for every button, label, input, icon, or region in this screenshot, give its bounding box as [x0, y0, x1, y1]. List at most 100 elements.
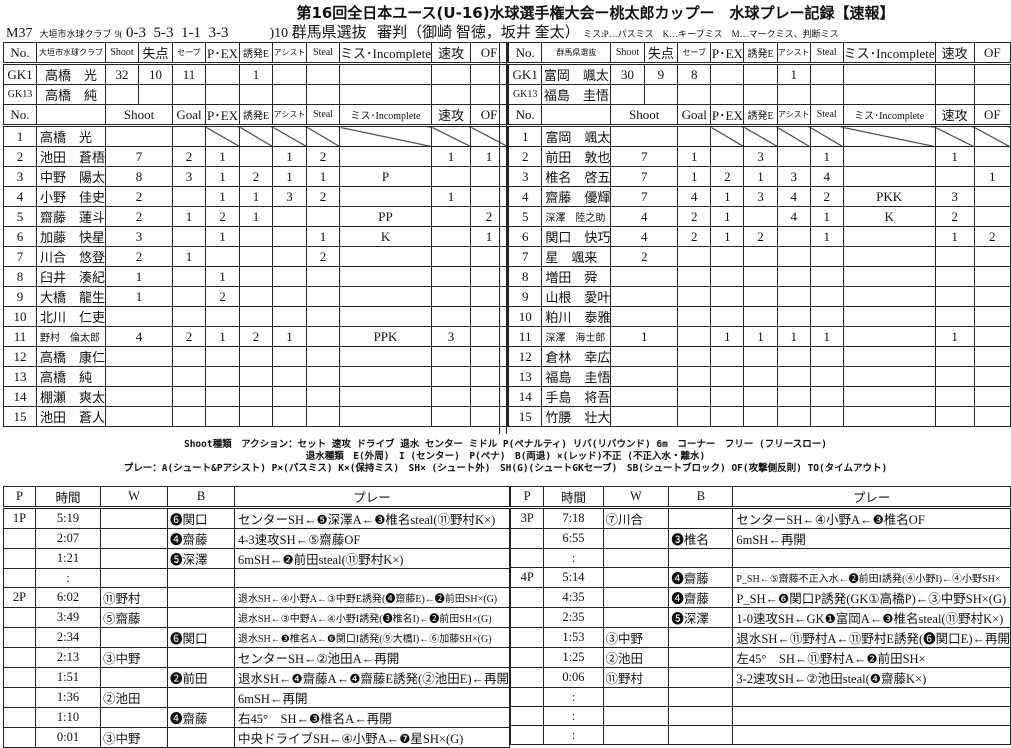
player-row: 4 小野 佳史 2 1 1 3 2 1	[3, 186, 508, 207]
period: 4P	[509, 567, 545, 588]
stat-cell	[973, 306, 1011, 327]
column-header: 群馬県選抜	[541, 42, 612, 65]
stat-cell: 2	[205, 206, 241, 227]
match-summary: M37 大垣市水球クラブ 9( 0-3 5-3 1-1 3-3 )10 群馬県選…	[6, 21, 839, 42]
stat-cell	[339, 306, 432, 327]
play-row: 3:49 ⑤齋藤 退水SH←③中野A←④小野I誘発(❸椎名I)←❷前田SH×(G)	[3, 607, 511, 628]
column-header: ミス･Incomplete	[842, 42, 936, 65]
stat-cell	[710, 406, 745, 427]
column-header: 大垣市水球クラブ	[35, 42, 107, 65]
blue-scorer: ❸椎名	[668, 528, 734, 549]
stat-cell: 1	[239, 206, 274, 227]
play-description: 退水SH←③中野A←④小野I誘発(❸椎名I)←❷前田SH×(G)	[233, 607, 511, 628]
stat-cell	[710, 366, 745, 387]
play-row: 1:36 ②池田 6mSH←再開	[3, 687, 511, 708]
stat-cell	[610, 406, 679, 427]
stat-cell	[431, 125, 471, 147]
column-header: Goal	[172, 104, 207, 127]
stat-cell	[138, 84, 174, 105]
stat-cell	[205, 246, 241, 267]
play-row: 1:25 ②池田 左45° SH←⑪野村A←❷前田SH×	[509, 647, 1011, 668]
stat-cell	[710, 346, 745, 367]
column-header: Shoot	[105, 42, 140, 65]
play-row: :	[509, 706, 1011, 726]
player-number: 5	[507, 206, 543, 227]
stat-cell: 9	[643, 63, 679, 85]
stat-cell: 1	[431, 186, 471, 207]
stat-cell	[431, 246, 471, 267]
white-scorer	[100, 548, 168, 569]
stat-cell	[743, 63, 778, 85]
player-number: 8	[3, 266, 37, 287]
player-number: 9	[507, 286, 543, 307]
play-row: :	[509, 725, 1011, 745]
stat-cell	[743, 206, 778, 227]
stat-cell	[743, 125, 778, 147]
stat-cell: 1	[272, 166, 308, 187]
stat-cell	[842, 326, 936, 347]
play-header-row: P 時間 W B プレー	[509, 486, 1011, 509]
play-description	[732, 548, 1011, 568]
player-name: 倉林 幸広	[541, 346, 612, 367]
stat-cell	[172, 306, 207, 327]
stat-cell	[677, 306, 712, 327]
stat-cell: 32	[105, 63, 140, 85]
column-header	[35, 104, 107, 127]
blue-scorer: ❷前田	[167, 667, 235, 688]
column-header: 失点	[643, 42, 679, 65]
stat-cell: 4	[776, 186, 811, 207]
stat-cell	[934, 366, 975, 387]
blue-scorer	[668, 706, 734, 726]
stat-cell	[842, 84, 936, 105]
time: 6:55	[543, 528, 604, 549]
play-description	[233, 568, 511, 588]
period	[509, 587, 545, 608]
time: 5:19	[35, 507, 101, 529]
play-description: センターSH←❺深澤A←❸椎名steal(⑪野村K×)	[233, 507, 511, 529]
stat-cell	[470, 406, 508, 427]
column-header: P	[3, 486, 36, 509]
stat-cell	[610, 125, 679, 147]
stat-cell: 1	[710, 206, 745, 227]
player-name: 中野 陽太	[35, 166, 107, 187]
stat-cell: 2	[306, 146, 341, 167]
stat-cell	[272, 206, 308, 227]
stat-cell	[105, 84, 140, 105]
stat-cell	[934, 286, 975, 307]
stat-cell	[205, 406, 241, 427]
stat-cell: 11	[172, 63, 207, 85]
column-header: P･EX	[205, 42, 241, 65]
stat-cell: 8	[105, 166, 174, 187]
stat-cell	[934, 386, 975, 407]
stat-cell	[239, 306, 274, 327]
stat-cell	[809, 266, 844, 287]
player-name: 前田 敦也	[541, 146, 612, 167]
player-number: 11	[507, 326, 543, 347]
player-name: 福島 圭悟	[541, 366, 612, 387]
time: 1:36	[35, 687, 101, 708]
play-description	[732, 687, 1011, 707]
player-row: 4 齋藤 優輝 7 4 1 3 4 2 PKK 3	[507, 186, 1011, 207]
white-scorer	[100, 568, 168, 588]
column-header: 速攻	[431, 104, 471, 127]
column-header: 誘発E	[743, 42, 778, 65]
stat-cell	[934, 306, 975, 327]
column-header: 速攻	[431, 42, 471, 65]
column-header: No.	[507, 42, 543, 65]
stat-cell	[743, 246, 778, 267]
period	[3, 548, 36, 569]
stat-cell: 1	[973, 166, 1011, 187]
stat-cell: 3	[743, 146, 778, 167]
player-name: 椎名 啓五	[541, 166, 612, 187]
white-scorer	[602, 725, 670, 745]
stat-cell	[842, 266, 936, 287]
stat-cell: 4	[677, 186, 712, 207]
stat-cell: 2	[677, 226, 712, 247]
player-row: 14 棚瀬 爽太	[3, 386, 508, 407]
player-name: 臼井 湊紀	[35, 266, 107, 287]
stat-cell	[239, 125, 274, 147]
play-description: 退水SH←❹齋藤A←❹齋藤E誘発(②池田E)←再開	[233, 667, 511, 688]
player-row: 6 加藤 快星 3 1 1 K 1	[3, 226, 508, 247]
stat-cell	[272, 84, 308, 105]
stat-cell	[809, 286, 844, 307]
